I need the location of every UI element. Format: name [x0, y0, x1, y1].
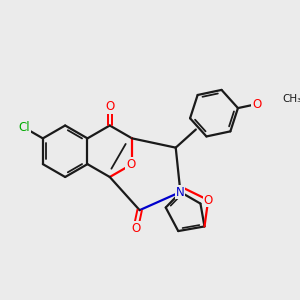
- Text: O: O: [105, 100, 114, 113]
- Text: Cl: Cl: [19, 121, 30, 134]
- Text: O: O: [252, 98, 262, 111]
- Text: O: O: [126, 158, 136, 171]
- Text: O: O: [131, 222, 140, 235]
- Text: O: O: [204, 194, 213, 207]
- Text: CH₃: CH₃: [283, 94, 300, 104]
- Text: N: N: [176, 185, 185, 199]
